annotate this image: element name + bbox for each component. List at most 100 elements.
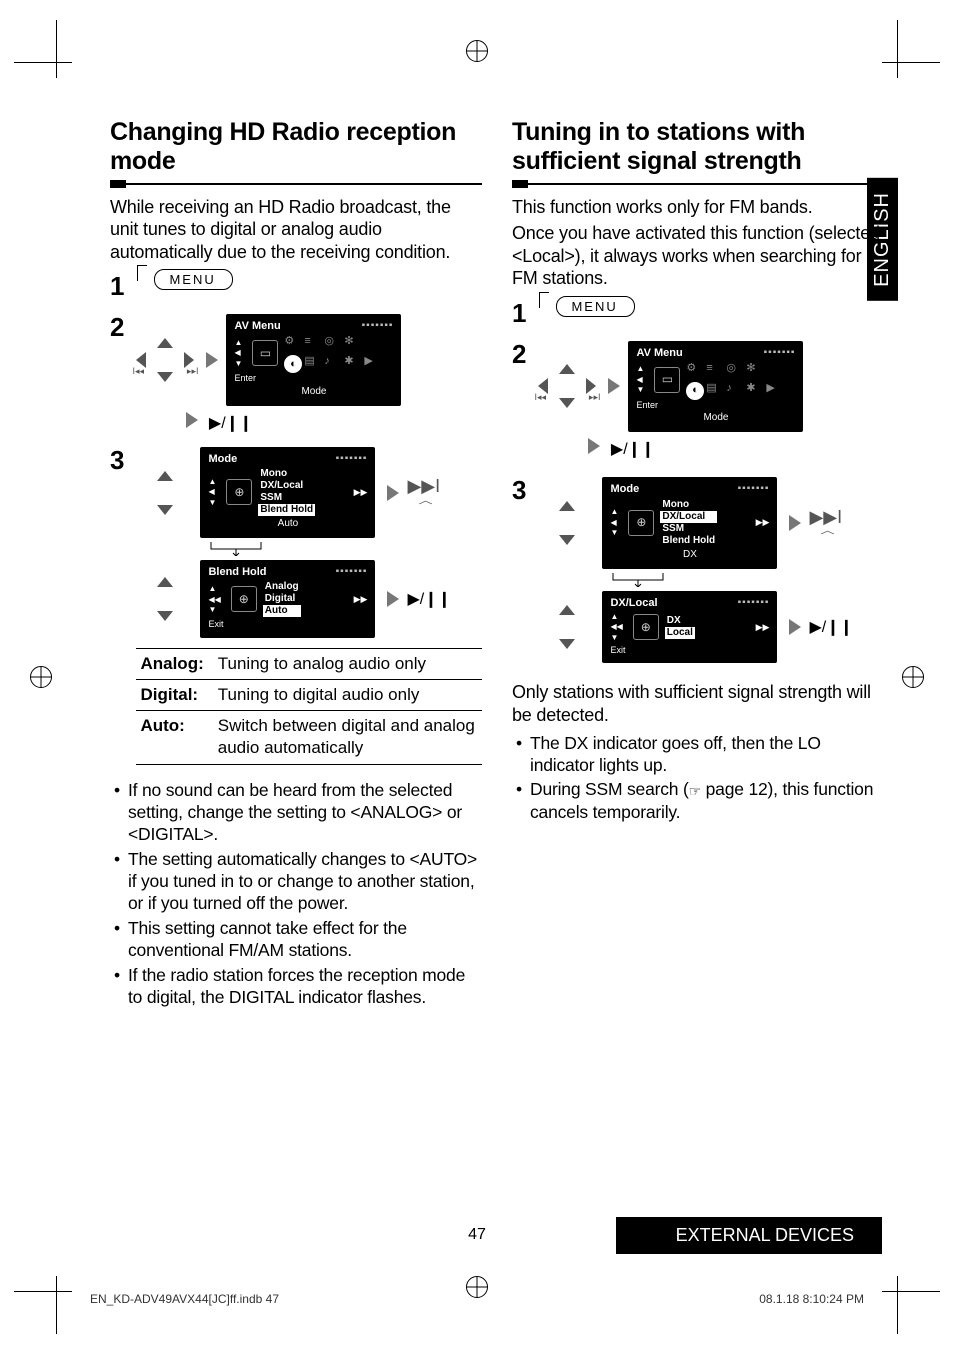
exit-label: Exit — [208, 619, 367, 630]
mode-menu-items: Mono DX/Local SSM Blend Hold — [258, 468, 315, 516]
footer-timestamp: 08.1.18 8:10:24 PM — [759, 1292, 864, 1306]
blend-item: Analog — [263, 581, 301, 593]
av-menu-panel: AV Menu ▪▪▪▪▪▪▪ ▲◀▼ ▭ ⚙≡◎✻ ◐▤♪✱▶ Enter — [226, 314, 401, 406]
mode-item: SSM — [258, 492, 315, 504]
panel-bottom-label: Auto — [208, 518, 367, 530]
dx-item: DX — [665, 615, 695, 627]
title-rule-stub — [110, 180, 126, 188]
dpad-full[interactable]: I◂◂ ▸▸I — [136, 338, 194, 382]
arrow-right-icon — [608, 378, 620, 394]
next-icon: ▸▸I — [589, 392, 601, 403]
mode-panel: Mode ▪▪▪▪▪▪▪ ▲◀▼ ⊕ Mono DX/Local SSM Ble… — [602, 477, 777, 568]
tuner-icon: ⊕ — [628, 510, 654, 536]
play-pause-icon[interactable]: ▶/❙❙ — [611, 441, 655, 458]
right-column: Tuning in to stations with sufficient si… — [512, 118, 884, 1010]
blend-hold-panel: Blend Hold ▪▪▪▪▪▪▪ ▲◀◀▼ ⊕ Analog Digital… — [200, 560, 375, 638]
mode-item-selected: DX/Local — [660, 511, 717, 523]
monitor-icon: ▭ — [654, 367, 680, 393]
mode-panel: Mode ▪▪▪▪▪▪▪ ▲◀▼ ⊕ Mono DX/Local SSM Ble… — [200, 447, 375, 538]
intro-left: While receiving an HD Radio broadcast, t… — [110, 196, 482, 264]
left-column: Changing HD Radio reception mode While r… — [110, 118, 482, 1010]
exit-label: Exit — [610, 645, 769, 656]
bullet-list-right: The DX indicator goes off, then the LO i… — [512, 732, 884, 824]
dpad-updown[interactable] — [136, 471, 194, 515]
arrow-right-icon — [789, 515, 801, 531]
mode-item: Blend Hold — [660, 535, 717, 547]
list-item: During SSM search (☞ page 12), this func… — [512, 778, 884, 823]
scrollbar-dots: ▪▪▪▪▪▪▪ — [362, 320, 394, 332]
tuner-icon: ⊕ — [226, 479, 252, 505]
mode-item: Mono — [660, 499, 717, 511]
def-val: Tuning to analog audio only — [214, 649, 482, 680]
dpad-updown[interactable] — [538, 501, 596, 545]
dx-local-panel: DX/Local ▪▪▪▪▪▪▪ ▲◀◀▼ ⊕ DX Local ▶▶ — [602, 591, 777, 664]
next-track-icon[interactable]: ▶▶I — [809, 511, 842, 524]
arrow-right-icon — [588, 438, 600, 454]
note-right: Only stations with sufficient signal str… — [512, 681, 884, 727]
ssm-text-a: During SSM search ( — [530, 779, 689, 799]
dx-item-selected: Local — [665, 627, 695, 639]
flowline-icon — [608, 573, 668, 587]
enter-label: Enter — [234, 373, 393, 384]
monitor-icon: ▭ — [252, 340, 278, 366]
def-key: Digital: — [136, 680, 213, 711]
chevron-up-icon: 〈 — [821, 525, 831, 535]
play-pause-icon[interactable]: ▶/❙❙ — [407, 589, 451, 609]
mode-icon-selected: ◐ — [686, 382, 704, 400]
play-pause-icon[interactable]: ▶/❙❙ — [809, 617, 853, 637]
panel-bottom-label: DX — [610, 549, 769, 561]
mode-item: Mono — [258, 468, 315, 480]
list-item: The setting automatically changes to <AU… — [110, 848, 482, 915]
title-rule-stub — [512, 180, 528, 188]
dpad-full[interactable]: I◂◂ ▸▸I — [538, 364, 596, 408]
step-number: 1 — [512, 298, 526, 329]
page-number: 47 — [468, 1226, 486, 1244]
mode-item-selected: Blend Hold — [258, 504, 315, 516]
step-number: 3 — [512, 475, 526, 506]
menu-button[interactable]: MENU — [556, 296, 634, 317]
next-icon: ▸▸I — [187, 366, 199, 377]
mode-item: SSM — [660, 523, 717, 535]
step-number: 3 — [110, 445, 124, 476]
menu-button[interactable]: MENU — [154, 269, 232, 290]
section-title-left: Changing HD Radio reception mode — [110, 118, 482, 176]
title-rule-line — [528, 183, 884, 185]
blend-item-selected: Auto — [263, 605, 301, 617]
prev-icon: I◂◂ — [534, 392, 546, 403]
footer-section-label: EXTERNAL DEVICES — [616, 1217, 882, 1254]
arrow-right-icon — [206, 352, 218, 368]
intro-right-1: This function works only for FM bands. — [512, 196, 884, 219]
dpad-updown[interactable] — [538, 605, 596, 649]
def-key: Auto: — [136, 711, 213, 764]
tuner-icon: ⊕ — [633, 614, 659, 640]
dpad-updown[interactable] — [136, 577, 194, 621]
tuner-icon: ⊕ — [231, 586, 257, 612]
list-item: This setting cannot take effect for the … — [110, 917, 482, 962]
def-val: Switch between digital and analog audio … — [214, 711, 482, 764]
prev-icon: I◂◂ — [132, 366, 144, 377]
panel-side-arrows: ▲◀▼ — [234, 338, 242, 369]
enter-label: Enter — [636, 400, 795, 411]
next-track-icon[interactable]: ▶▶I — [407, 480, 440, 493]
section-title-right: Tuning in to stations with sufficient si… — [512, 118, 884, 176]
mode-item: DX/Local — [258, 480, 315, 492]
arrow-right-icon — [387, 485, 399, 501]
table-row: Auto: Switch between digital and analog … — [136, 711, 482, 764]
intro-right-2: Once you have activated this function (s… — [512, 222, 884, 290]
mode-icon-selected: ◐ — [284, 355, 302, 373]
step-number: 1 — [110, 271, 124, 302]
chevron-up-icon: 〈 — [419, 495, 429, 505]
flowline-icon — [206, 542, 266, 556]
pointer-icon: ☞ — [689, 783, 701, 799]
table-row: Digital: Tuning to digital audio only — [136, 680, 482, 711]
table-row: Analog: Tuning to analog audio only — [136, 649, 482, 680]
definitions-table: Analog: Tuning to analog audio only Digi… — [136, 648, 482, 764]
arrow-right-icon — [186, 412, 198, 428]
arrow-right-icon — [789, 619, 801, 635]
list-item: The DX indicator goes off, then the LO i… — [512, 732, 884, 777]
panel-bottom-label: Mode — [234, 386, 393, 398]
def-key: Analog: — [136, 649, 213, 680]
av-icon-grid: ⚙≡◎✻ ◐▤♪✱▶ — [284, 335, 380, 371]
list-item: If the radio station forces the receptio… — [110, 964, 482, 1009]
play-pause-icon[interactable]: ▶/❙❙ — [209, 415, 253, 432]
